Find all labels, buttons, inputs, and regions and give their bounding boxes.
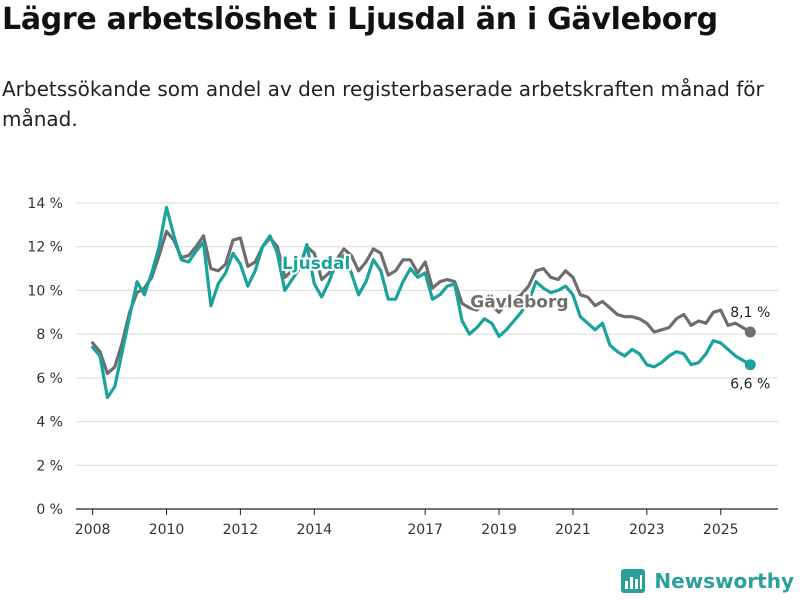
brand-logo[interactable]: Newsworthy: [620, 568, 794, 594]
x-tick-label: 2023: [629, 522, 665, 538]
end-value-label: 6,6 %: [730, 377, 770, 393]
x-tick-label: 2010: [149, 522, 185, 538]
x-tick-label: 2008: [75, 522, 111, 538]
series-lines: [90, 205, 756, 400]
x-tick-label: 2017: [407, 522, 443, 538]
y-tick-label: 2 %: [36, 458, 63, 474]
y-tick-label: 12 %: [27, 240, 63, 256]
y-tick-label: 8 %: [36, 327, 63, 343]
x-tick-label: 2019: [481, 522, 517, 538]
chart-title: Lägre arbetslöshet i Ljusdal än i Gävleb…: [2, 2, 718, 37]
series-line-gävleborg: [90, 229, 752, 376]
end-point-gävleborg: [744, 326, 756, 338]
x-axis: 2008 2010 2012 2014 2017 2019 2021 2023 2025: [75, 509, 739, 538]
y-tick-label: 6 %: [36, 371, 63, 387]
x-tick-label: 2021: [555, 522, 591, 538]
series-line-ljusdal: [90, 205, 752, 400]
series-name-label: Gävleborg: [470, 292, 568, 312]
series-name-label: Ljusdal: [282, 254, 350, 274]
y-axis-ticks: 0 % 2 % 4 % 6 % 8 % 10 % 12 % 14 %: [27, 196, 63, 518]
y-tick-label: 0 %: [36, 502, 63, 518]
series-labels: 8,1 % Gävleborg 6,6 % Ljusdal: [280, 252, 770, 393]
y-tick-label: 10 %: [27, 283, 63, 299]
newsworthy-logo-icon: [621, 569, 646, 593]
y-tick-label: 14 %: [27, 196, 63, 212]
x-tick-label: 2012: [223, 522, 259, 538]
chart-subtitle: Arbetssökande som andel av den registerb…: [2, 77, 764, 131]
gridlines: [76, 202, 778, 510]
x-tick-label: 2025: [703, 522, 739, 538]
y-tick-label: 4 %: [36, 415, 63, 431]
end-point-ljusdal: [744, 359, 756, 371]
end-value-label: 8,1 %: [730, 305, 770, 321]
x-tick-label: 2014: [296, 522, 332, 538]
brand-name: Newsworthy: [654, 569, 794, 593]
